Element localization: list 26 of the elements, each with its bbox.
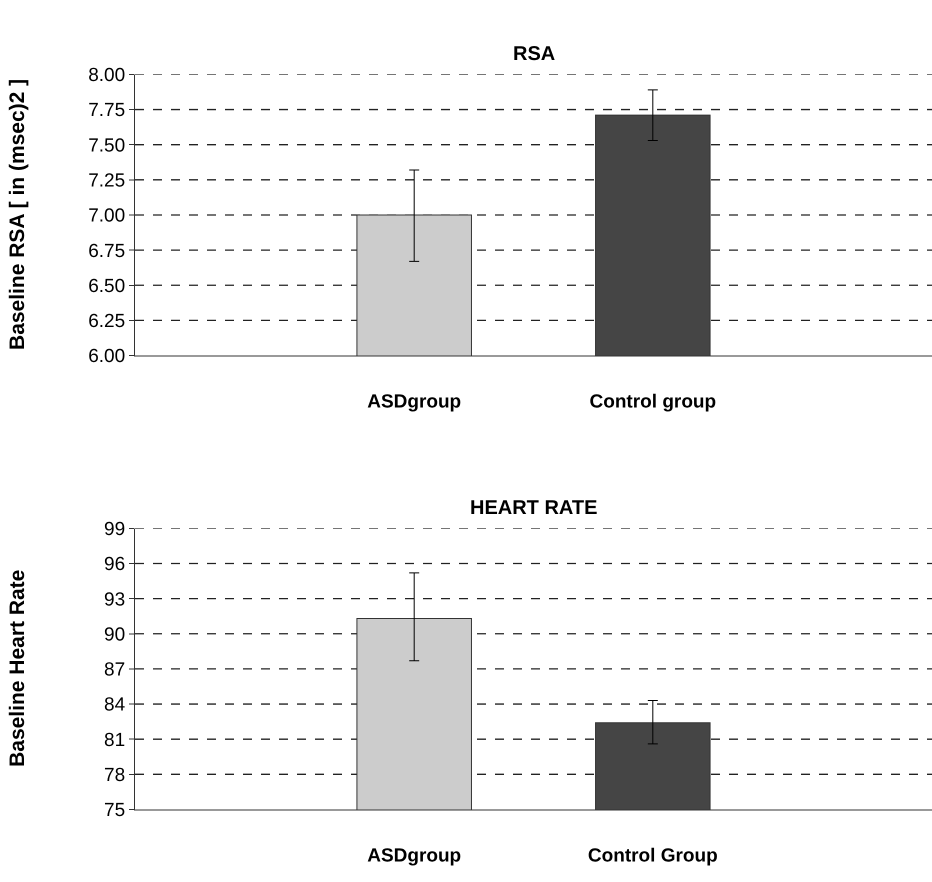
y-tick-label: 81 [104, 730, 126, 751]
y-axis-title: Baseline RSA [ in (msec)2 ] [6, 78, 30, 350]
y-tick-label: 7.00 [88, 206, 126, 227]
chart-title: HEART RATE [470, 497, 598, 519]
x-tick-label: Control Group [588, 845, 718, 866]
y-tick-label: 84 [104, 694, 126, 716]
y-tick-label: 6.75 [88, 240, 126, 262]
y-tick-label: 75 [104, 800, 126, 822]
x-tick-label: ASDgroup [367, 845, 462, 866]
y-tick-label: 6.00 [88, 346, 126, 368]
y-tick-label: 7.50 [88, 135, 126, 156]
y-tick-label: 7.75 [88, 100, 126, 122]
y-tick-label: 6.50 [88, 276, 126, 297]
y-tick-label: 6.25 [88, 311, 126, 332]
y-tick-label: 93 [104, 589, 126, 610]
y-tick-label: 8.00 [88, 65, 126, 86]
y-tick-label: 96 [104, 554, 126, 576]
y-tick-label: 7.25 [88, 170, 126, 192]
x-tick-label: Control group [589, 391, 716, 412]
y-tick-label: 90 [104, 624, 126, 646]
chart-title: RSA [513, 43, 556, 65]
x-tick-label: ASDgroup [367, 391, 462, 412]
y-tick-label: 78 [104, 764, 126, 786]
y-tick-label: 87 [104, 660, 126, 681]
y-axis-title: Baseline Heart Rate [6, 570, 30, 767]
y-tick-label: 99 [104, 518, 126, 540]
